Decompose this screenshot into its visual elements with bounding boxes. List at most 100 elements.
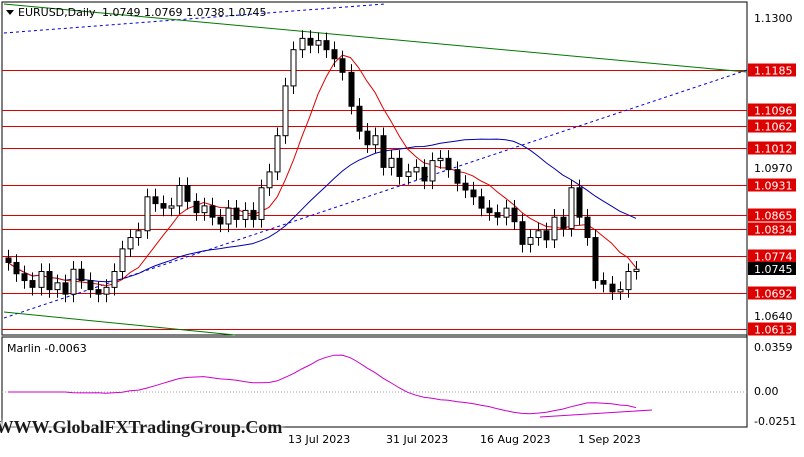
- candle-body: [38, 271, 45, 288]
- level-label: 1.0931: [754, 180, 793, 193]
- blue-moving-average-line: [7, 138, 637, 283]
- candle-body: [70, 268, 77, 295]
- chart-menu-triangle-icon[interactable]: [6, 10, 14, 15]
- candle-body: [54, 282, 61, 291]
- candle-body: [282, 85, 289, 137]
- candle-body: [176, 184, 183, 207]
- symbol-label: EURUSD,Daily: [18, 6, 96, 19]
- candle-body: [339, 58, 346, 73]
- level-label-box: [748, 141, 796, 155]
- candle-body: [568, 187, 575, 230]
- candle-body: [315, 40, 322, 46]
- candle-body: [584, 216, 591, 239]
- candle-body: [625, 271, 632, 291]
- horizontal-levels: [2, 70, 747, 330]
- watermark: WWW.GlobalFXTradingGroup.Com: [0, 408, 282, 446]
- candle-body: [576, 187, 583, 218]
- price-tick-label: 1.0970: [754, 162, 793, 175]
- candle-body: [609, 283, 616, 293]
- level-label-box: [748, 222, 796, 236]
- candle-body: [217, 216, 224, 225]
- candle-body: [127, 237, 134, 250]
- candle-body: [478, 196, 485, 209]
- candle-body: [250, 209, 257, 220]
- level-label: 1.0692: [754, 288, 793, 301]
- candle-body: [29, 280, 36, 288]
- candle-body: [535, 230, 542, 239]
- green-resistance-line: [3, 3, 748, 73]
- candle-body: [13, 261, 20, 275]
- candle-body: [111, 271, 118, 288]
- candle-body: [95, 289, 102, 295]
- time-tick-label: 31 Jul 2023: [386, 433, 448, 446]
- candle-body: [323, 40, 330, 51]
- candle-body: [152, 196, 159, 205]
- candle-body: [486, 207, 493, 214]
- candle-body: [21, 273, 28, 282]
- level-label-box: [748, 63, 796, 77]
- candle-body: [388, 157, 395, 168]
- candle-body: [470, 189, 477, 198]
- candle-body: [258, 187, 265, 220]
- candle-body: [87, 280, 94, 291]
- time-tick-label: 16 Aug 2023: [480, 433, 550, 446]
- candle-body: [233, 207, 240, 220]
- candle-body: [103, 286, 110, 295]
- level-label: 1.1096: [754, 105, 793, 118]
- candle-body: [331, 49, 338, 60]
- candle-body: [405, 171, 412, 177]
- candle-body: [242, 209, 249, 220]
- candle-body: [551, 216, 558, 241]
- level-label: 1.0834: [754, 224, 793, 237]
- last-price-box: [748, 262, 796, 275]
- price-tick-label: 1.1300: [754, 12, 793, 25]
- candle-body: [62, 282, 69, 295]
- indicator-tick-label: -0.0251: [754, 415, 796, 428]
- candle-body: [494, 212, 501, 218]
- candle-body: [527, 237, 534, 245]
- candle-body: [5, 257, 12, 263]
- level-label-box: [748, 286, 796, 300]
- ohlc-values: 1.0749 1.0769 1.0738 1.0745: [102, 6, 266, 19]
- channel-lower-line: [3, 69, 748, 319]
- level-label: 1.0865: [754, 210, 793, 223]
- candle-body: [209, 205, 216, 218]
- level-label: 1.0774: [754, 251, 793, 264]
- candle-body: [503, 207, 510, 218]
- price-tick-label: 1.0640: [754, 310, 793, 323]
- candle-body: [429, 160, 436, 182]
- candle-body: [592, 237, 599, 282]
- candle-body: [543, 230, 550, 241]
- candle-body: [201, 205, 208, 214]
- time-tick-label: 13 Jul 2023: [288, 433, 350, 446]
- indicator-tick-label: 0.0359: [754, 341, 793, 354]
- candle-body: [511, 207, 518, 223]
- candle-body: [266, 171, 273, 189]
- candle-body: [299, 37, 306, 51]
- red-moving-average-line: [7, 54, 637, 287]
- candle-body: [46, 271, 53, 291]
- candle-body: [348, 71, 355, 107]
- candle-body: [78, 268, 85, 282]
- level-label-box: [748, 322, 796, 336]
- candle-body: [168, 205, 175, 209]
- candle-body: [380, 135, 387, 168]
- level-label-box: [748, 208, 796, 222]
- candle-body: [519, 221, 526, 245]
- candle-body: [119, 248, 126, 273]
- level-label: 1.1012: [754, 143, 793, 156]
- candle-body: [617, 289, 624, 293]
- level-label-box: [748, 249, 796, 263]
- candle-body: [454, 169, 461, 184]
- candle-body: [225, 207, 232, 225]
- candle-body: [396, 157, 403, 177]
- channel-upper-line: [3, 3, 386, 34]
- candle-body: [193, 200, 200, 214]
- candle-body: [413, 166, 420, 173]
- trendlines: [3, 3, 748, 336]
- level-label: 1.0613: [754, 324, 793, 337]
- candle-body: [560, 216, 567, 230]
- unused-line: [4, 120, 385, 183]
